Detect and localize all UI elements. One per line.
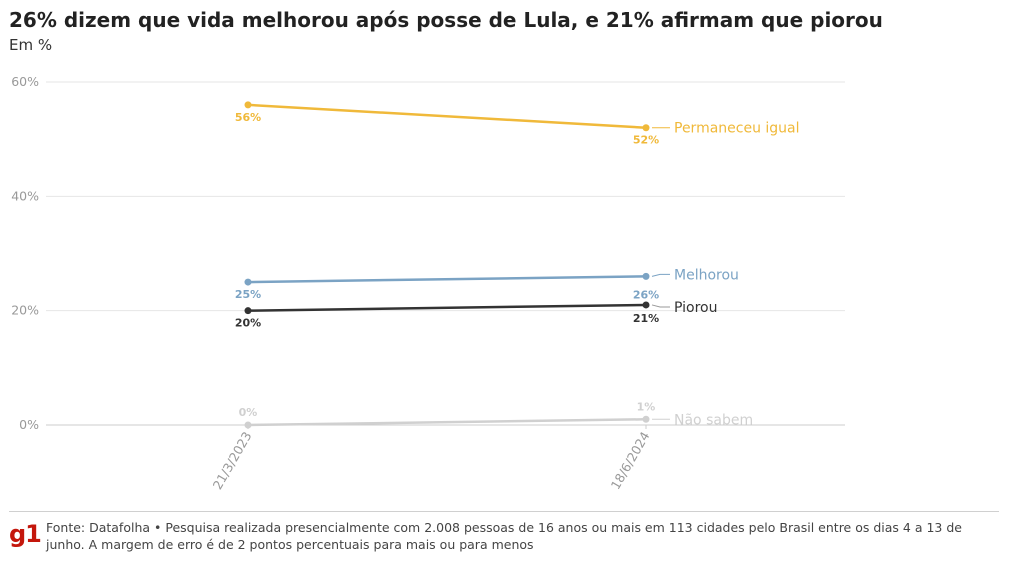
y-tick-label: 60%: [11, 74, 39, 89]
data-point-melhorou: [244, 278, 252, 286]
data-label-piorou: 20%: [235, 317, 261, 330]
data-label-permaneceu-igual: 52%: [633, 134, 659, 147]
footer-divider: [9, 511, 999, 512]
y-tick-label: 20%: [11, 303, 39, 318]
x-tick-label: 21/3/2023: [210, 429, 255, 492]
series-line-piorou: [247, 303, 647, 312]
data-label-nao-sabem: 0%: [239, 406, 258, 419]
series-label-piorou: Piorou: [674, 300, 717, 316]
series-label-nao-sabem: Não sabem: [674, 412, 753, 428]
data-label-piorou: 21%: [633, 312, 659, 325]
y-tick-label: 0%: [19, 417, 39, 432]
data-point-nao-sabem: [244, 421, 252, 429]
leader-line-piorou: [651, 304, 670, 308]
data-point-piorou: [244, 307, 252, 315]
line-chart: 0% 20% 40% 60% 21/3/2023 18/6/2024 56% 52% Perma…: [11, 74, 845, 492]
data-label-melhorou: 25%: [235, 288, 261, 301]
data-label-nao-sabem: 1%: [637, 400, 656, 413]
g1-logo: g1: [9, 520, 42, 548]
series-label-permaneceu-igual: Permaneceu igual: [674, 121, 800, 137]
chart-subtitle: Em %: [9, 36, 53, 54]
source-note: Fonte: Datafolha • Pesquisa realizada pr…: [46, 520, 962, 552]
data-point-piorou: [642, 301, 650, 309]
data-point-permaneceu-igual: [244, 101, 252, 109]
data-label-permaneceu-igual: 56%: [235, 111, 261, 124]
data-label-melhorou: 26%: [633, 288, 659, 301]
series-line-nao-sabem: [247, 418, 647, 427]
chart-title: 26% dizem que vida melhorou após posse d…: [9, 8, 883, 32]
data-point-permaneceu-igual: [642, 124, 650, 132]
series-label-melhorou: Melhorou: [674, 267, 739, 283]
series-line-melhorou: [247, 275, 647, 284]
leader-line-melhorou: [651, 273, 670, 277]
series-line-permaneceu-igual: [247, 103, 647, 129]
x-tick-label: 18/6/2024: [608, 429, 653, 492]
y-tick-label: 40%: [11, 188, 39, 203]
data-point-melhorou: [642, 272, 650, 280]
data-point-nao-sabem: [642, 415, 650, 423]
